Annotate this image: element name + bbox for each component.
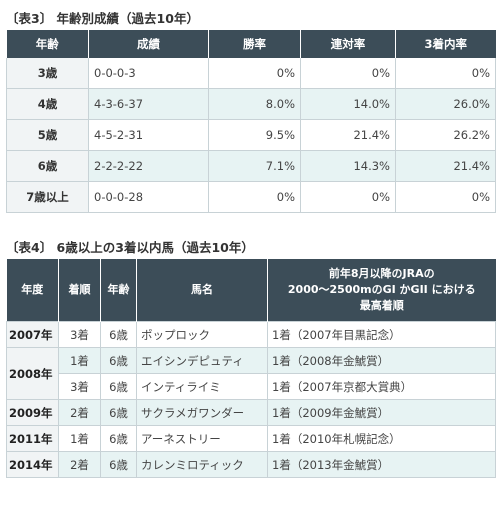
- horse-name-cell: カレンミロティック: [136, 451, 268, 478]
- record-cell: 4-5-2-31: [88, 119, 209, 151]
- header-record: 成績: [88, 30, 209, 58]
- record-cell: 0-0-0-28: [88, 181, 209, 213]
- age-cell: 5歳: [6, 119, 89, 151]
- table-row: 2007年 3着 6歳 ポップロック 1着（2007年目黒記念）: [6, 321, 496, 348]
- age-cell: 6歳: [6, 150, 89, 182]
- table-row: 2011年 1着 6歳 アーネストリー 1着（2010年札幌記念）: [6, 425, 496, 452]
- top3-rate-cell: 21.4%: [395, 150, 496, 182]
- place-cell: 1着: [58, 425, 101, 452]
- table-row: 7歳以上 0-0-0-28 0% 0% 0%: [6, 181, 496, 213]
- year-cell: 2009年: [6, 399, 59, 426]
- table-row: 2014年 2着 6歳 カレンミロティック 1着（2013年金鯱賞）: [6, 451, 496, 478]
- win-rate-cell: 0%: [208, 181, 301, 213]
- table-row: 6歳 2-2-2-22 7.1% 14.3% 21.4%: [6, 150, 496, 182]
- top2-rate-cell: 14.0%: [300, 88, 396, 120]
- older-horses-table: 年度 着順 年齢 馬名 前年8月以降のJRAの 2000～2500mのGI かG…: [6, 259, 496, 478]
- top2-rate-cell: 0%: [300, 181, 396, 213]
- horse-name-cell: アーネストリー: [136, 425, 268, 452]
- win-rate-cell: 9.5%: [208, 119, 301, 151]
- horse-name-cell: インティライミ: [136, 373, 268, 400]
- horse-name-cell: エイシンデピュティ: [136, 347, 268, 374]
- record-cell: 0-0-0-3: [88, 58, 209, 89]
- win-rate-cell: 0%: [208, 58, 301, 89]
- table-row: 2008年 1着 6歳 エイシンデピュティ 1着（2008年金鯱賞）: [6, 347, 496, 400]
- age-cell: 6歳: [100, 425, 137, 452]
- table-row: 3歳 0-0-0-3 0% 0% 0%: [6, 58, 496, 89]
- best-finish-cell: 1着（2009年金鯱賞）: [267, 399, 496, 426]
- age-cell: 4歳: [6, 88, 89, 120]
- best-finish-cell: 1着（2007年京都大賞典）: [267, 373, 496, 400]
- horse-name-cell: サクラメガワンダー: [136, 399, 268, 426]
- header-year: 年度: [6, 259, 59, 322]
- horse-name-cell: ポップロック: [136, 321, 268, 348]
- age-cell: 6歳: [100, 321, 137, 348]
- year-cell: 2008年: [6, 347, 59, 400]
- header-age: 年齢: [6, 30, 89, 58]
- age-cell: 6歳: [100, 399, 137, 426]
- place-cell: 1着: [58, 347, 101, 374]
- table3-caption: 〔表3〕 年齢別成績（過去10年）: [6, 11, 199, 26]
- table-row: 3着 6歳 インティライミ 1着（2007年京都大賞典）: [7, 373, 496, 400]
- win-rate-cell: 8.0%: [208, 88, 301, 120]
- table-row: 2009年 2着 6歳 サクラメガワンダー 1着（2009年金鯱賞）: [6, 399, 496, 426]
- table-header-row: 年齢 成績 勝率 連対率 3着内率: [6, 30, 496, 58]
- header-top3-rate: 3着内率: [395, 30, 496, 58]
- header-best-finish-line3: 最高着順: [359, 299, 404, 312]
- record-cell: 4-3-6-37: [88, 88, 209, 120]
- best-finish-cell: 1着（2010年札幌記念）: [267, 425, 496, 452]
- table-header-row: 年度 着順 年齢 馬名 前年8月以降のJRAの 2000～2500mのGI かG…: [6, 259, 496, 322]
- header-horse-name: 馬名: [136, 259, 268, 322]
- header-place: 着順: [58, 259, 101, 322]
- top2-rate-cell: 21.4%: [300, 119, 396, 151]
- header-win-rate: 勝率: [208, 30, 301, 58]
- year-cell: 2011年: [6, 425, 59, 452]
- top3-rate-cell: 26.2%: [395, 119, 496, 151]
- top2-rate-cell: 0%: [300, 58, 396, 89]
- top3-rate-cell: 26.0%: [395, 88, 496, 120]
- top3-rate-cell: 0%: [395, 58, 496, 89]
- age-cell: 3歳: [6, 58, 89, 89]
- table-row: 4歳 4-3-6-37 8.0% 14.0% 26.0%: [6, 88, 496, 120]
- top3-rate-cell: 0%: [395, 181, 496, 213]
- header-top2-rate: 連対率: [300, 30, 396, 58]
- header-age: 年齢: [100, 259, 137, 322]
- record-cell: 2-2-2-22: [88, 150, 209, 182]
- age-cell: 7歳以上: [6, 181, 89, 213]
- place-cell: 2着: [58, 451, 101, 478]
- header-best-finish-line2: 2000～2500mのGI かGII における: [287, 283, 476, 296]
- place-cell: 2着: [58, 399, 101, 426]
- place-cell: 3着: [58, 321, 101, 348]
- best-finish-cell: 1着（2007年目黒記念）: [267, 321, 496, 348]
- table4-caption: 〔表4〕 6歳以上の3着以内馬（過去10年）: [6, 240, 254, 255]
- win-rate-cell: 7.1%: [208, 150, 301, 182]
- age-cell: 6歳: [100, 347, 137, 374]
- header-best-finish-line1: 前年8月以降のJRAの: [328, 267, 435, 280]
- top2-rate-cell: 14.3%: [300, 150, 396, 182]
- year-cell: 2014年: [6, 451, 59, 478]
- header-best-finish: 前年8月以降のJRAの 2000～2500mのGI かGII における 最高着順: [267, 259, 496, 322]
- age-cell: 6歳: [100, 373, 137, 400]
- year-cell: 2007年: [6, 321, 59, 348]
- place-cell: 3着: [58, 373, 101, 400]
- best-finish-cell: 1着（2008年金鯱賞）: [267, 347, 496, 374]
- age-cell: 6歳: [100, 451, 137, 478]
- table-row: 5歳 4-5-2-31 9.5% 21.4% 26.2%: [6, 119, 496, 151]
- best-finish-cell: 1着（2013年金鯱賞）: [267, 451, 496, 478]
- age-results-table: 年齢 成績 勝率 連対率 3着内率 3歳 0-0-0-3 0% 0% 0% 4歳…: [6, 30, 496, 213]
